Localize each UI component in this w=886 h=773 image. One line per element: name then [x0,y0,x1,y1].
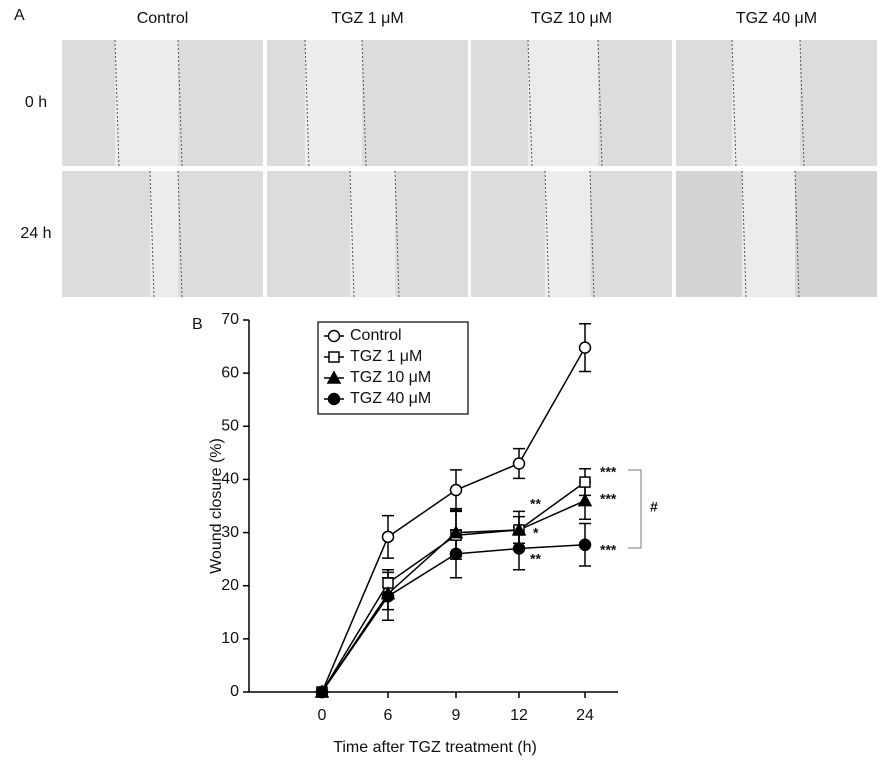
wound-edge [544,170,550,298]
point [578,341,592,354]
point [448,525,464,539]
wound-gap [732,40,800,166]
significance-mark: *** [600,491,617,507]
legend-label: Control [350,327,402,344]
point [315,685,329,699]
wound-gap [528,40,598,166]
y-tick-label: 20 [221,577,239,594]
row-label: 24 h [20,225,51,242]
significance-mark: ** [530,496,541,512]
y-tick-label: 60 [221,364,239,381]
wound-edge [114,39,120,167]
wound-edge [731,39,737,167]
wound-gap [545,171,590,297]
wound-edge [799,39,805,167]
wound-edge [527,39,533,167]
series-line [321,544,586,693]
column-header: TGZ 40 μM [736,10,817,27]
point [449,547,463,561]
significance-mark: *** [600,464,617,480]
column-header: TGZ 1 μM [331,10,403,27]
wound-edge [394,170,400,298]
row-label: 0 h [25,94,47,111]
y-tick-label: 50 [221,418,239,435]
legend-marker [327,392,341,406]
x-tick-label: 0 [318,707,327,724]
legend-marker [327,329,341,343]
point [577,493,593,507]
wound-edge [589,170,595,298]
legend-marker [326,370,342,384]
bracket [628,469,642,549]
wound-edge [177,39,183,167]
y-tick-label: 40 [221,471,239,488]
wound-edge [597,39,603,167]
y-axis-title: Wound closure (%) [208,438,225,574]
x-axis-title: Time after TGZ treatment (h) [333,739,537,756]
point [511,522,527,536]
y-tick-label: 30 [221,524,239,541]
column-header: Control [137,10,189,27]
x-tick-label: 24 [576,707,594,724]
point [381,530,395,544]
y-tick-label: 0 [230,683,239,700]
wound-gap [350,171,395,297]
panel-label: B [192,316,203,333]
point [578,538,592,552]
wound-gap [742,171,795,297]
legend-marker [328,351,340,363]
panel-label: A [14,7,25,24]
point [449,483,463,497]
significance-mark: # [650,499,658,515]
column-header: TGZ 10 μM [531,10,612,27]
x-tick-label: 12 [510,707,528,724]
legend-label: TGZ 10 μM [350,369,431,386]
wound-gap [150,171,178,297]
series-line [321,481,586,693]
wound-gap [115,40,178,166]
point [381,590,395,603]
wound-edge [177,170,183,298]
y-tick-label: 70 [221,311,239,328]
wound-edge [741,170,747,298]
chart: B Time after TGZ treatment (h) Wound clo… [192,311,658,756]
significance-mark: *** [600,542,617,558]
significance-mark: * [533,525,539,541]
point [512,542,526,555]
micrograph [267,40,468,166]
y-tick-label: 10 [221,630,239,647]
wound-edge [794,170,800,298]
x-tick-label: 9 [452,707,461,724]
legend-label: TGZ 40 μM [350,390,431,407]
legend-label: TGZ 1 μM [350,348,422,365]
wound-gap [305,40,362,166]
x-tick-label: 6 [384,707,393,724]
wound-edge [304,39,310,167]
significance-mark: ** [530,551,541,567]
point [512,457,526,470]
point [579,476,591,488]
wound-edge [149,170,155,298]
wound-edge [361,39,367,167]
panel-a: A Control TGZ 1 μM TGZ 10 μM TGZ 40 μM 0 h 24… [14,7,877,298]
wound-edge [349,170,355,298]
